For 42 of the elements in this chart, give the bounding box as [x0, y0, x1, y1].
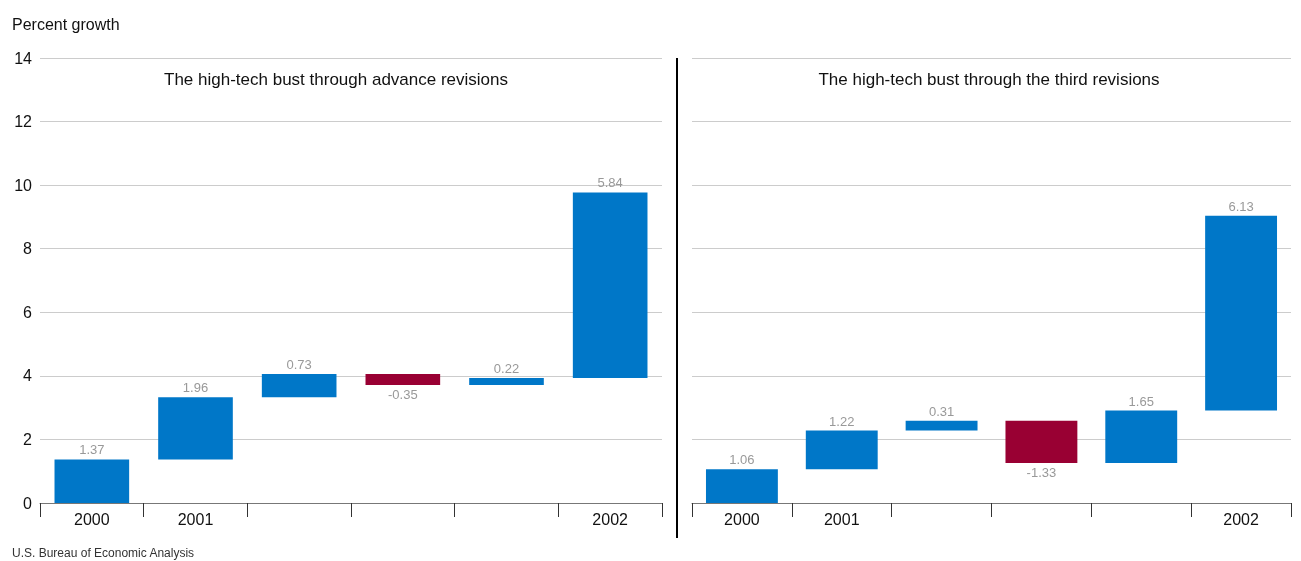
x-tick-label: 2002 — [592, 510, 629, 528]
y-tick-label: 12 — [14, 113, 33, 131]
data-label: 0.22 — [493, 361, 520, 377]
bar — [905, 420, 978, 431]
y-tick-label: 6 — [23, 303, 33, 321]
bar — [365, 373, 441, 386]
y-tick-label: 8 — [23, 240, 33, 258]
y-axis-title: Percent growth — [12, 15, 120, 33]
x-tick-label: 2000 — [74, 510, 110, 528]
bar — [572, 192, 648, 379]
bar — [54, 459, 130, 503]
bar — [158, 397, 233, 460]
bar — [469, 378, 544, 386]
text: U.S. Bureau of Economic Analysis — [12, 546, 195, 560]
data-label: 0.73 — [286, 356, 312, 372]
data-label: 1.37 — [79, 442, 105, 458]
text: The high-tech bust through advance revisions — [164, 70, 508, 89]
y-tick-label: 0 — [23, 494, 33, 512]
x-tick-label: 2000 — [724, 510, 760, 528]
bar — [1205, 215, 1278, 411]
data-label: 6.13 — [1228, 198, 1254, 214]
data-label: -1.33 — [1026, 464, 1057, 480]
data-label: -0.35 — [388, 387, 418, 403]
x-tick-label: 2001 — [177, 510, 214, 528]
text: The high-tech bust through the third revisions — [818, 70, 1160, 89]
bar — [1005, 420, 1078, 463]
y-tick-label: 14 — [14, 49, 33, 67]
y-tick-label: 2 — [23, 430, 33, 448]
data-label: 1.06 — [729, 452, 755, 468]
data-label: 1.96 — [182, 380, 209, 396]
data-label: 5.84 — [597, 175, 623, 191]
data-label: 1.65 — [1128, 393, 1154, 409]
data-label: 1.22 — [829, 413, 855, 429]
bar — [1105, 410, 1178, 463]
x-tick-label: 2002 — [1223, 510, 1259, 528]
data-label: 0.31 — [928, 403, 955, 419]
y-tick-label: 10 — [14, 176, 33, 194]
bar — [261, 373, 337, 398]
y-tick-label: 4 — [23, 367, 33, 385]
bar — [805, 430, 878, 470]
x-tick-label: 2001 — [823, 510, 860, 528]
bar — [705, 469, 778, 503]
